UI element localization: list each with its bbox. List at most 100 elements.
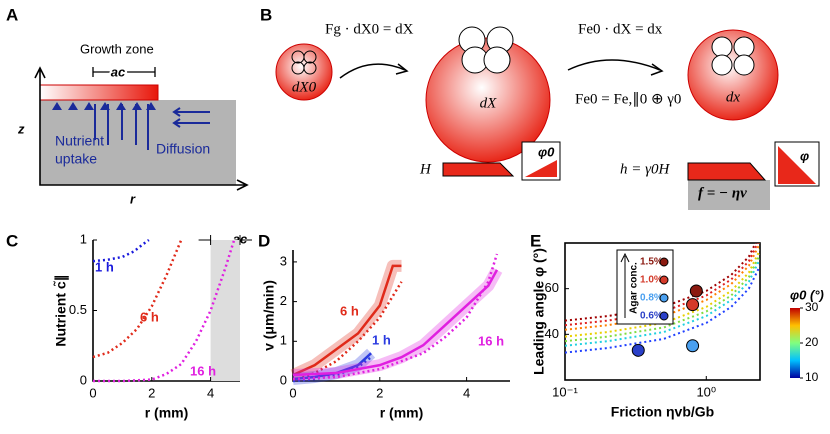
model-curve bbox=[565, 249, 760, 338]
substrate bbox=[688, 180, 770, 210]
equation: Fe0 · dX = dx bbox=[578, 21, 663, 37]
small-colony bbox=[275, 43, 333, 101]
uptake-label: uptake bbox=[55, 151, 97, 167]
model-curve bbox=[565, 253, 760, 343]
panel-label: E bbox=[530, 231, 541, 250]
legend-marker bbox=[659, 311, 669, 321]
colony-label: dx bbox=[726, 89, 741, 105]
growth-band bbox=[210, 240, 240, 381]
friction-label: f = − ηv bbox=[698, 185, 747, 201]
colony-label: dX bbox=[480, 95, 498, 111]
film bbox=[442, 162, 515, 177]
model-curve bbox=[565, 258, 760, 347]
arrow-heads bbox=[172, 107, 181, 128]
legend-marker bbox=[659, 257, 669, 267]
film bbox=[687, 162, 767, 181]
uptake-label: Nutrient bbox=[55, 133, 104, 149]
point bbox=[689, 284, 703, 298]
y-tick-label: 40 bbox=[545, 326, 559, 341]
y-axis-label: Nutrient c̃∥ bbox=[52, 274, 70, 346]
cells bbox=[711, 36, 755, 76]
x-tick-label: 10⁰ bbox=[696, 384, 716, 399]
y-tick-label: 60 bbox=[545, 280, 559, 295]
y-tick-label: 0 bbox=[280, 372, 287, 387]
x-tick-label: 0 bbox=[289, 385, 296, 400]
x-axis-label: r (mm) bbox=[145, 405, 189, 421]
band-span bbox=[198, 235, 252, 245]
y-tick-label: 0.5 bbox=[69, 302, 87, 317]
x-tick-label: 4 bbox=[207, 385, 214, 400]
equation: Fe0 = Fe,∥0 ⊕ γ0 bbox=[575, 91, 681, 107]
point bbox=[686, 298, 700, 312]
model-line bbox=[292, 281, 403, 383]
axes bbox=[564, 242, 761, 381]
phi0-label: φ0 bbox=[538, 144, 555, 159]
legend-label: 1.5% bbox=[640, 257, 663, 268]
model-curve bbox=[565, 243, 760, 331]
x-axis-label: r (mm) bbox=[380, 405, 424, 421]
legend-marker bbox=[659, 275, 669, 285]
panel-b: Fg · dX0 = dX Fe0 · dX = dx Fe0 = Fe,∥0 … bbox=[275, 21, 820, 210]
point bbox=[631, 343, 645, 357]
model-curve bbox=[565, 243, 757, 322]
colorbar-label: φ0 (°) bbox=[790, 287, 824, 302]
point bbox=[686, 339, 700, 353]
line bbox=[92, 238, 150, 263]
inset-wedge bbox=[778, 146, 816, 184]
x-tick-label: 10⁻¹ bbox=[552, 384, 578, 399]
arrows bbox=[339, 59, 661, 79]
growth-zone bbox=[39, 84, 159, 101]
x-tick-label: 2 bbox=[376, 385, 383, 400]
line bbox=[92, 239, 183, 359]
colony-label: dX0 bbox=[292, 79, 317, 95]
panel-label: A bbox=[6, 5, 18, 24]
panel-label: C bbox=[6, 231, 18, 250]
series-label: 1 h bbox=[372, 332, 391, 347]
series-label: 6 h bbox=[140, 309, 159, 324]
axes bbox=[34, 66, 249, 191]
legend-label: 0.8% bbox=[640, 293, 663, 304]
equation: Fg · dX0 = dX bbox=[325, 21, 414, 37]
inset-wedge bbox=[525, 160, 557, 177]
model-curve bbox=[565, 265, 760, 354]
arrow-heads bbox=[395, 63, 664, 76]
series-label: 16 h bbox=[478, 333, 504, 348]
cells bbox=[458, 26, 514, 74]
legend-label: 1.0% bbox=[640, 275, 663, 286]
ac-span bbox=[92, 67, 156, 77]
x-tick-label: 4 bbox=[463, 385, 470, 400]
h-label: h = γ0H bbox=[620, 161, 671, 177]
y-tick-label: 2 bbox=[280, 293, 287, 308]
phi-label: φ bbox=[800, 148, 809, 163]
colorbar-tick-label: 10 bbox=[805, 370, 819, 384]
substrate bbox=[40, 100, 236, 185]
y-axis-label: Leading angle φ (°) bbox=[531, 248, 547, 375]
series-label: 6 h bbox=[340, 303, 359, 318]
h-label: H bbox=[419, 161, 432, 177]
legend-arrow bbox=[620, 252, 630, 318]
legend-title: Agar conc. bbox=[629, 262, 640, 314]
arrows bbox=[94, 104, 210, 150]
ac-label: ac bbox=[111, 64, 126, 79]
panel-label: B bbox=[260, 5, 272, 24]
growth-zone-label: Growth zone bbox=[80, 41, 154, 56]
y-tick-label: 0 bbox=[80, 372, 87, 387]
colorbar-tick-label: 20 bbox=[805, 335, 819, 349]
diffusion-label: Diffusion bbox=[156, 141, 210, 157]
line bbox=[292, 269, 499, 377]
line bbox=[292, 264, 402, 377]
series-label: 1 h bbox=[95, 259, 114, 274]
colorbar-tick-label: 30 bbox=[805, 300, 819, 314]
series-label: 16 h bbox=[190, 363, 216, 378]
legend-label: 0.6% bbox=[640, 311, 663, 322]
x-tick-label: 2 bbox=[148, 385, 155, 400]
y-axis-label: v (μm/min) bbox=[261, 280, 277, 351]
x-tick-label: 0 bbox=[89, 385, 96, 400]
y-tick-label: 1 bbox=[80, 231, 87, 246]
panel-label: D bbox=[258, 231, 270, 250]
model-line bbox=[292, 253, 499, 381]
r-label: r bbox=[130, 191, 136, 206]
uptake-markers bbox=[52, 102, 156, 110]
model-curve bbox=[565, 243, 759, 327]
